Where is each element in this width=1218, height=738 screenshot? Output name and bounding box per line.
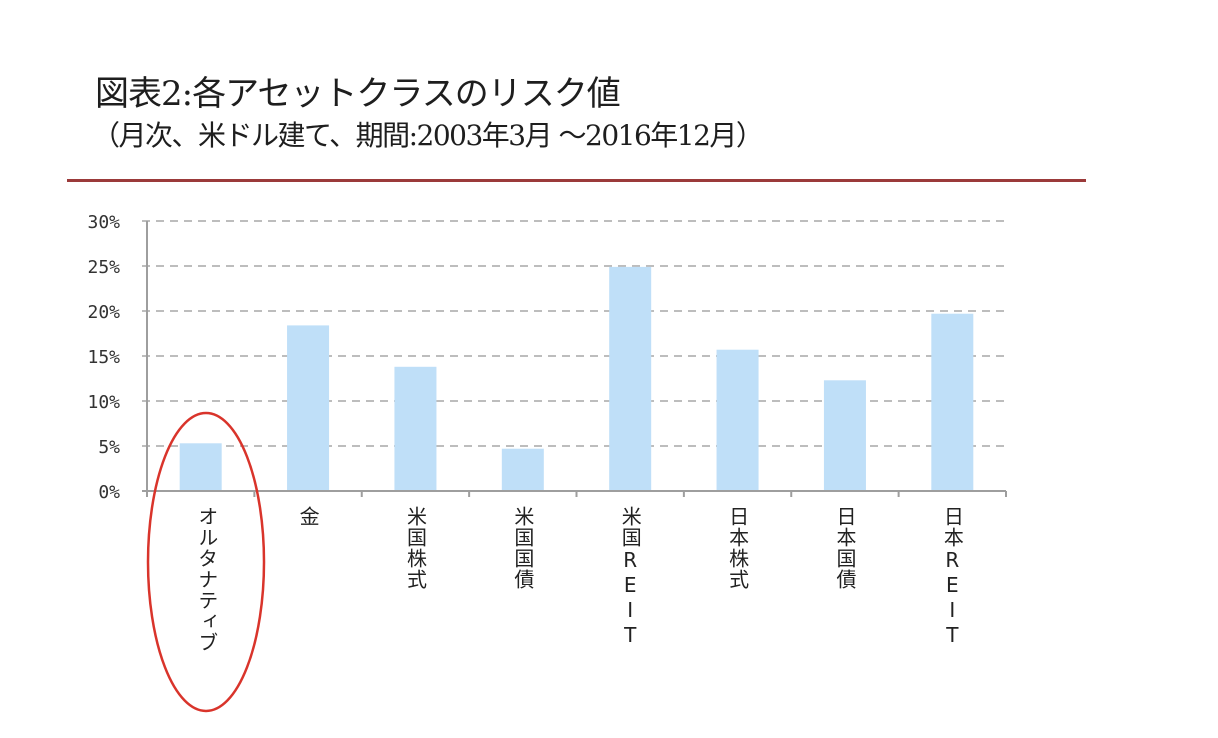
x-category-label: 日本REIT [940, 506, 965, 648]
y-tick-label: 0% [98, 482, 120, 503]
y-tick-label: 5% [98, 437, 120, 458]
x-category-label: 米国国債 [510, 506, 535, 590]
chart-title: 図表2:各アセットクラスのリスク値 [95, 74, 621, 114]
y-tick-label: 20% [87, 302, 120, 323]
bars [179, 266, 974, 491]
bar [931, 313, 974, 491]
x-category-label: 米国REIT [618, 506, 643, 648]
y-tick-label: 10% [87, 392, 120, 413]
gridlines [142, 220, 1006, 447]
y-tick-label: 30% [87, 212, 120, 233]
bar [179, 443, 222, 491]
x-category-label: オルタナティブ [194, 506, 219, 653]
bar [609, 266, 652, 491]
bar [501, 448, 544, 491]
x-category-label: 米国株式 [403, 506, 428, 590]
bar [823, 380, 866, 491]
axes [142, 221, 1007, 497]
bar [287, 325, 330, 491]
highlight-ellipse [146, 411, 266, 713]
x-category-label: 日本国債 [832, 506, 857, 590]
y-tick-label: 25% [87, 257, 120, 278]
bar [716, 349, 759, 491]
x-category-label: 日本株式 [725, 506, 750, 590]
annotations [146, 411, 266, 713]
y-axis-ticks: 0% 5% 10% 15% 20% 25% 30% [87, 212, 120, 503]
title-divider [67, 179, 1086, 182]
chart-subtitle: （月次、米ドル建て、期間:2003年3月 〜2016年12月） [92, 119, 764, 152]
bar [394, 366, 437, 491]
x-category-label: 金 [296, 506, 321, 527]
y-tick-label: 15% [87, 347, 120, 368]
